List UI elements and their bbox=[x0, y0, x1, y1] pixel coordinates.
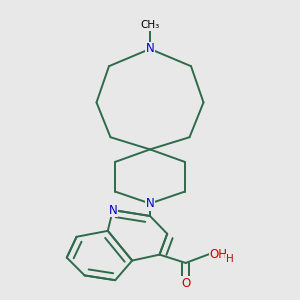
Text: H: H bbox=[226, 254, 233, 264]
Text: CH₃: CH₃ bbox=[140, 20, 160, 30]
Text: O: O bbox=[181, 277, 190, 290]
Text: N: N bbox=[109, 203, 117, 217]
Text: N: N bbox=[146, 197, 154, 210]
Text: N: N bbox=[146, 42, 154, 56]
Text: OH: OH bbox=[209, 248, 227, 260]
